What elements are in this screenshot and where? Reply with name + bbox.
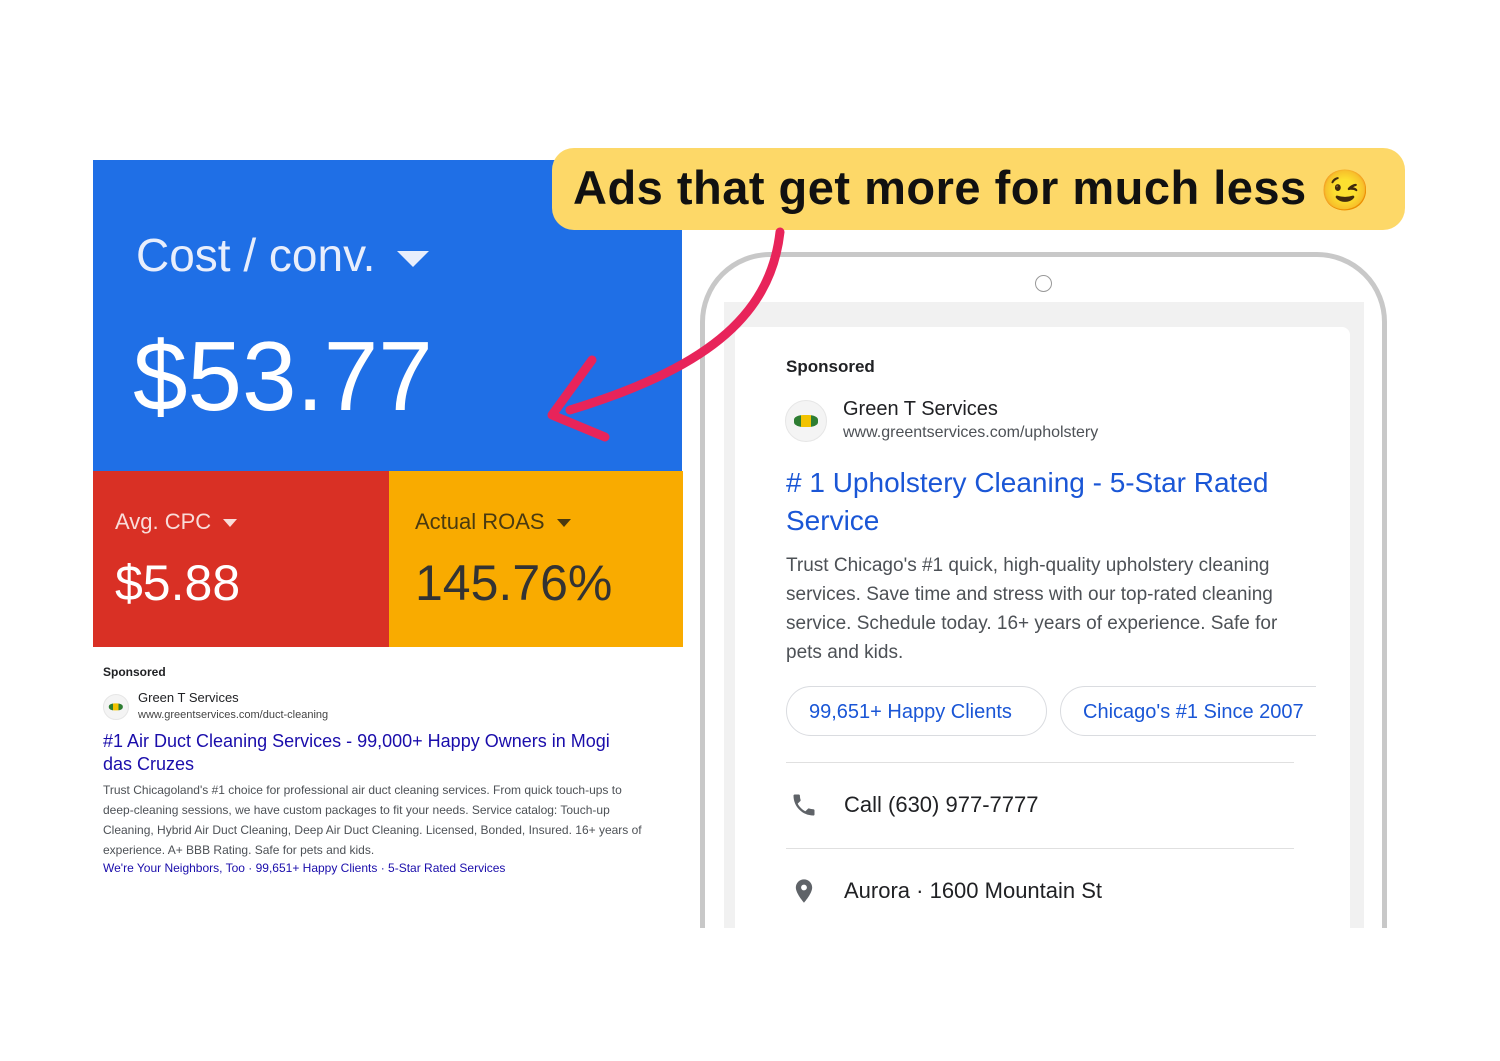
ad-url[interactable]: www.greentservices.com/duct-cleaning [138, 709, 329, 721]
advertiser-logo [785, 400, 827, 442]
chip-since-2007[interactable]: Chicago's #1 Since 2007 [1060, 686, 1316, 736]
camera-icon [1035, 275, 1052, 292]
sitelinks: We're Your Neighbors, Too · 99,651+ Happ… [103, 861, 505, 875]
avg-cpc-value: $5.88 [115, 555, 241, 611]
ad-url[interactable]: www.greentservices.com/upholstery [843, 424, 1099, 441]
sponsored-label: Sponsored [786, 357, 875, 376]
location-link[interactable]: Aurora · 1600 Mountain St [844, 878, 1103, 903]
callout-headline: Ads that get more for much less [573, 161, 1307, 214]
ad-description: Trust Chicagoland's #1 choice for profes… [103, 783, 642, 857]
cost-per-conv-label: Cost / conv. [136, 229, 376, 281]
arrowhead-icon [547, 355, 610, 442]
advertiser-name: Green T Services [843, 398, 998, 420]
ad-description: Trust Chicago's #1 quick, high-quality u… [786, 555, 1278, 663]
actual-roas-dropdown[interactable]: Actual ROAS [415, 509, 571, 535]
sitelink[interactable]: 5-Star Rated Services [388, 861, 506, 875]
caret-down-icon [556, 519, 571, 528]
avg-cpc-label: Avg. CPC [115, 509, 212, 534]
avg-cpc-dropdown[interactable]: Avg. CPC [115, 509, 238, 535]
phone-icon[interactable] [790, 791, 818, 824]
separator: · [377, 861, 389, 875]
chip-container: Chicago's #1 Since 2007 [1060, 686, 1316, 738]
mobile-ad-card [735, 327, 1350, 1007]
actual-roas-panel: Actual ROAS 145.76% [389, 471, 683, 647]
divider [786, 762, 1294, 763]
caret-down-icon [223, 519, 238, 528]
call-button[interactable]: Call (630) 977-7777 [844, 792, 1039, 817]
wink-emoji-icon: 😉 [1320, 169, 1371, 213]
divider [786, 848, 1294, 849]
location-pin-icon [790, 876, 818, 911]
curved-arrow-icon [565, 227, 785, 415]
sponsored-label: Sponsored [103, 665, 166, 679]
cost-per-conv-value: $53.77 [133, 321, 433, 431]
avg-cpc-panel: Avg. CPC $5.88 [93, 471, 389, 647]
callout-text: Ads that get more for much less 😉 [573, 160, 1371, 215]
caret-down-icon [397, 250, 430, 267]
crop-mask [0, 928, 1500, 1061]
advertiser-name: Green T Services [138, 690, 239, 705]
advertiser-logo [103, 694, 129, 720]
separator: · [244, 861, 256, 875]
actual-roas-value: 145.76% [415, 555, 613, 611]
sitelink[interactable]: We're Your Neighbors, Too [103, 861, 245, 875]
sitelink[interactable]: 99,651+ Happy Clients [255, 861, 378, 875]
callout-banner [552, 148, 1405, 230]
chip-happy-clients[interactable]: 99,651+ Happy Clients [786, 686, 1047, 736]
cost-per-conv-dropdown[interactable]: Cost / conv. [136, 228, 430, 282]
ad-headline[interactable]: #1 Air Duct Cleaning Services - 99,000+ … [103, 731, 610, 774]
actual-roas-label: Actual ROAS [415, 509, 545, 534]
ad-headline[interactable]: # 1 Upholstery Cleaning - 5-Star Rated S… [786, 467, 1269, 536]
